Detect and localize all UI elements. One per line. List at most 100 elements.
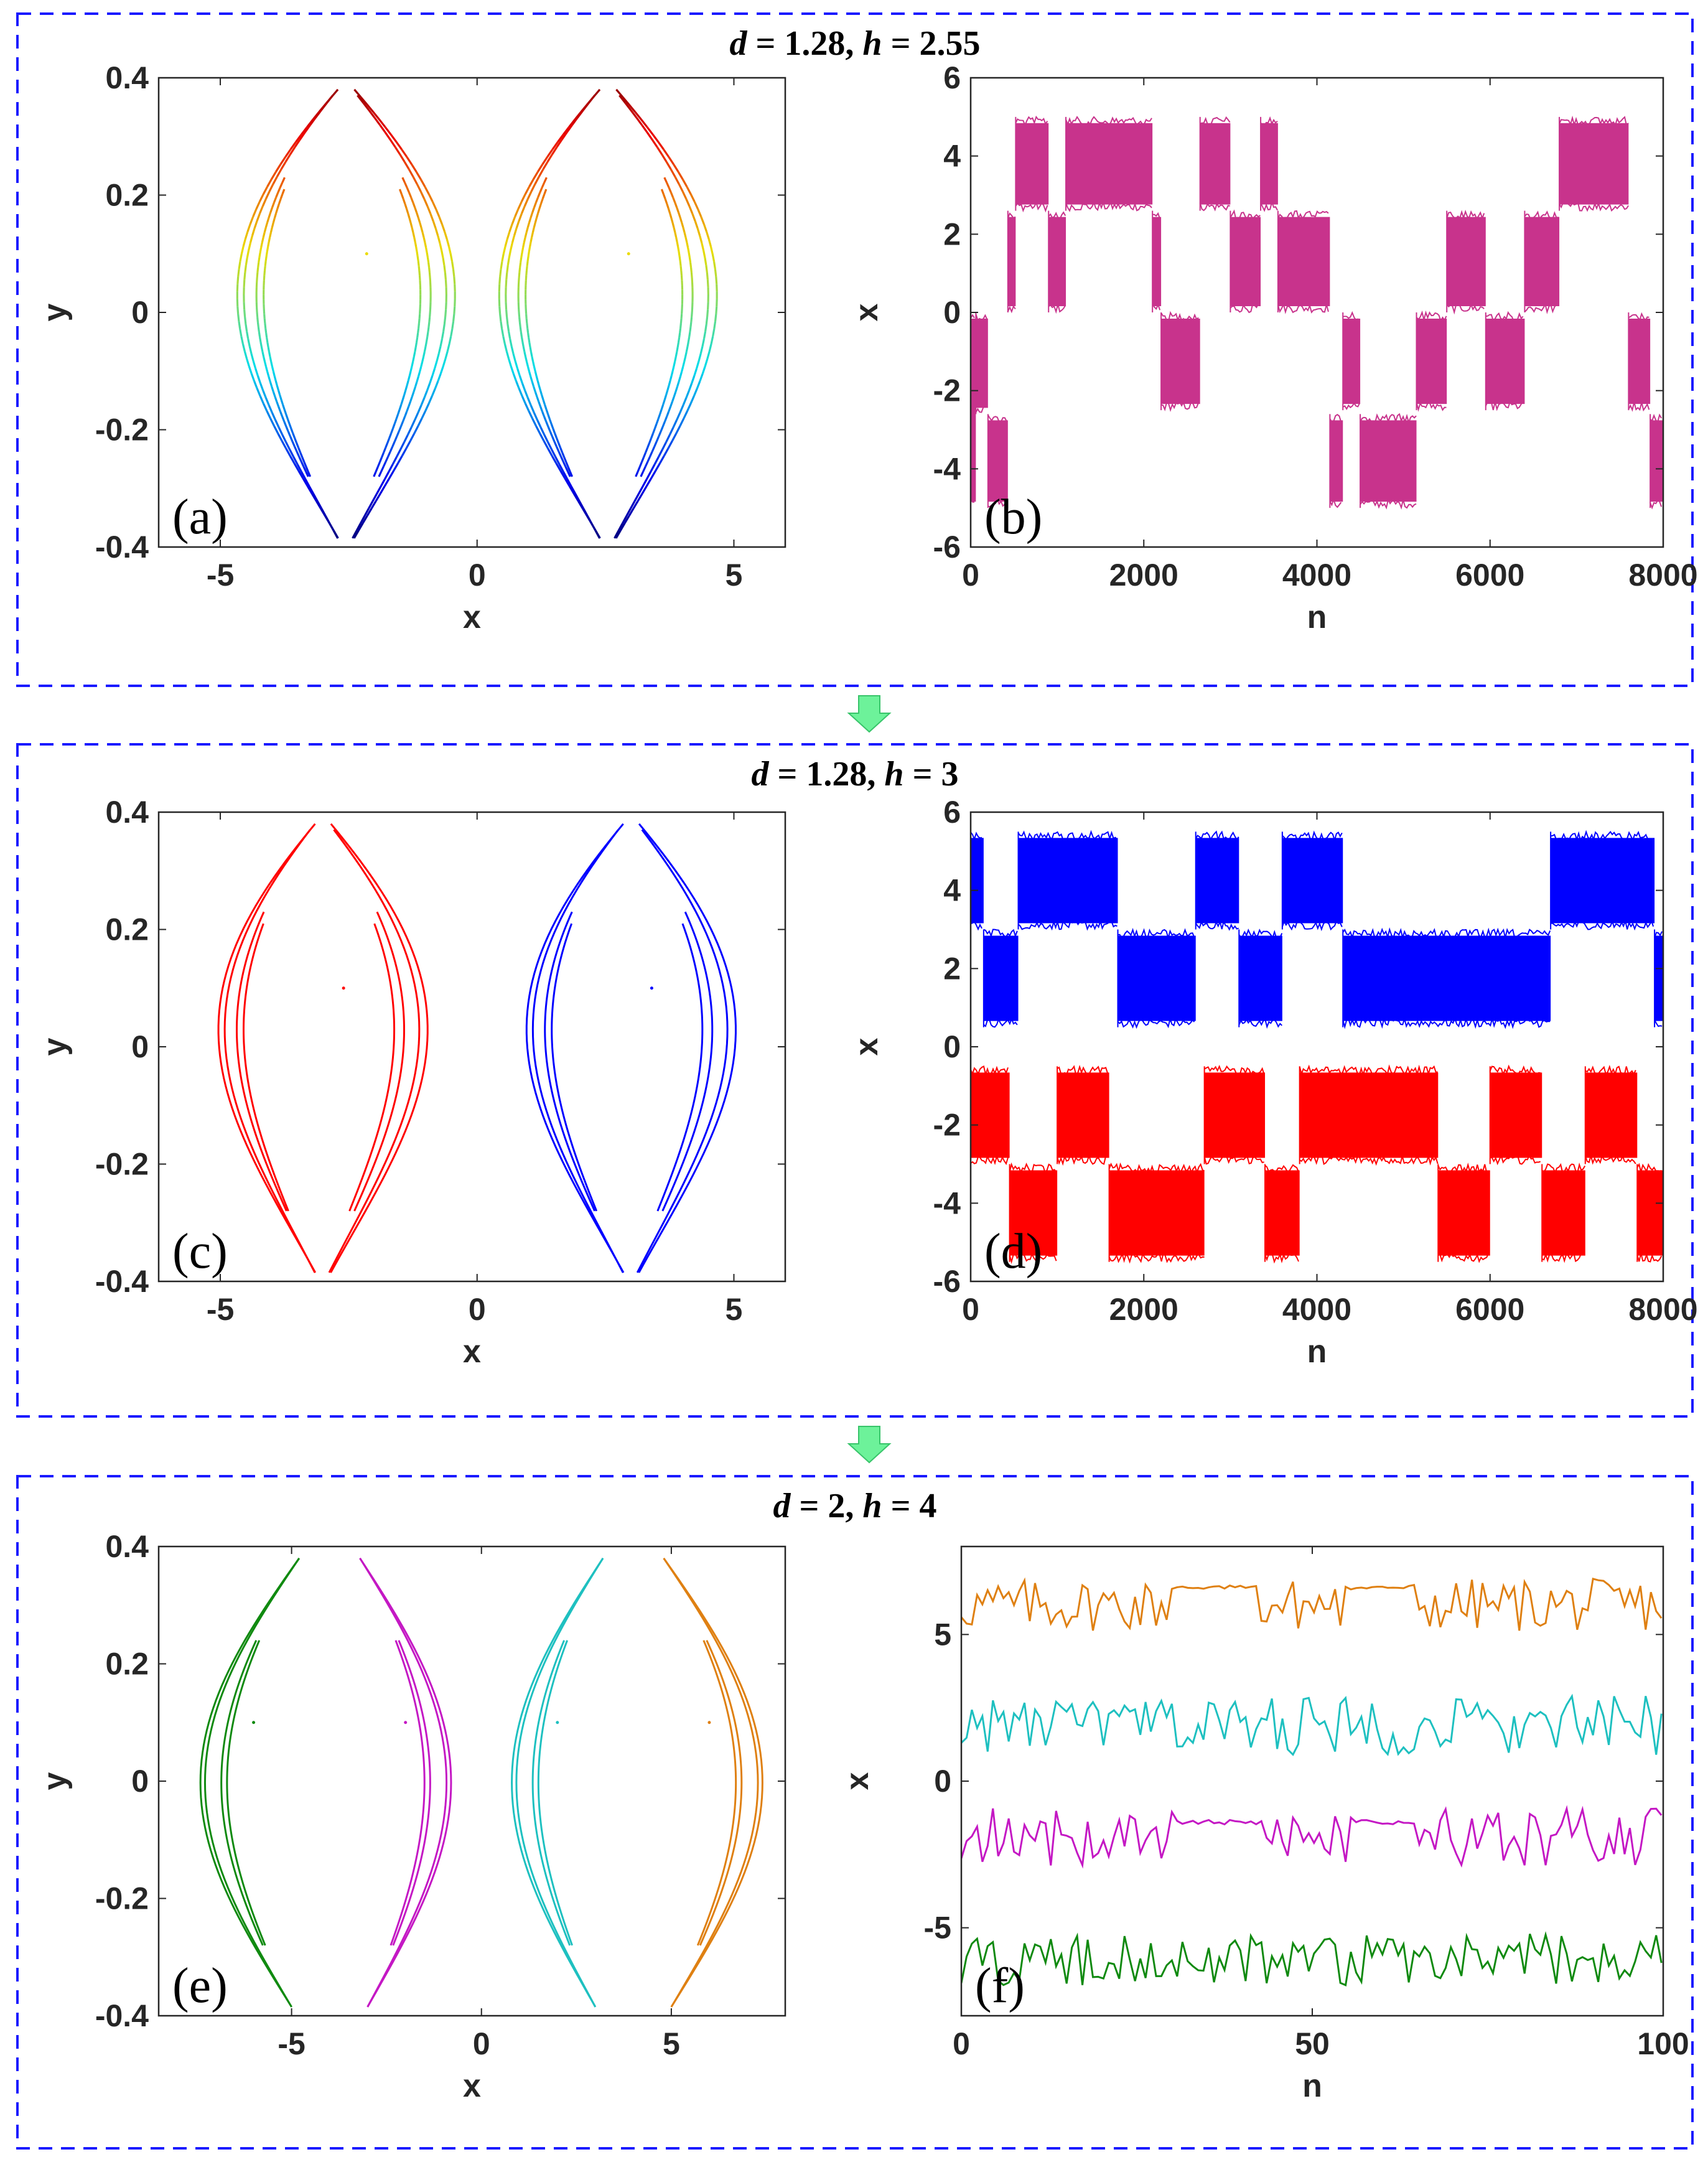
attractor-strand xyxy=(420,397,426,406)
attractor-strand xyxy=(551,146,558,156)
attractor-strand xyxy=(262,232,266,238)
attractor-strand xyxy=(525,318,528,324)
attractor-strand xyxy=(677,171,684,180)
attractor-strand xyxy=(525,823,625,1273)
attractor-strand xyxy=(297,447,302,454)
attractor-strand xyxy=(650,464,656,472)
attractor-strand xyxy=(515,220,520,229)
oscillation-band xyxy=(1161,319,1200,405)
attractor-strand xyxy=(690,272,693,278)
attractor-strand xyxy=(432,220,437,229)
y-tick-label: 6 xyxy=(943,60,961,95)
attractor-strand xyxy=(244,264,247,273)
attractor-strand xyxy=(353,88,362,98)
attractor-strand xyxy=(524,232,528,238)
attractor-strand xyxy=(559,470,566,479)
attractor-strand xyxy=(551,436,556,442)
attractor-strand xyxy=(705,231,710,240)
attractor-strand xyxy=(673,227,676,233)
attractor-strand xyxy=(574,493,581,502)
attractor-strand xyxy=(673,164,679,172)
attractor-strand xyxy=(687,337,691,342)
attractor-strand xyxy=(376,462,381,468)
x-tick-label: -5 xyxy=(207,1292,234,1327)
attractor-strand xyxy=(520,205,526,214)
band-edge xyxy=(1342,927,1551,940)
attractor-strand xyxy=(246,358,250,367)
attractor-strand xyxy=(571,116,579,126)
attractor-strand xyxy=(642,466,646,472)
attractor-strand xyxy=(508,250,512,258)
band-edge xyxy=(1343,311,1360,321)
attractor-strand xyxy=(671,366,675,372)
attractor-strand xyxy=(273,425,279,434)
attractor-strand xyxy=(699,235,703,243)
title-eq-d: = 2, xyxy=(791,1487,863,1525)
attractor-strand xyxy=(420,227,424,233)
attractor-strand xyxy=(453,306,456,314)
attractor-strand xyxy=(284,154,291,162)
attractor-strand xyxy=(502,336,506,344)
attractor-strand xyxy=(267,347,271,353)
attractor-strand xyxy=(397,409,401,415)
attractor-strand xyxy=(685,390,690,399)
attractor-strand xyxy=(532,361,535,367)
attractor-strand xyxy=(264,222,269,228)
plot-marks xyxy=(971,830,1663,1265)
attractor-strand xyxy=(537,192,541,198)
attractor-strand xyxy=(379,124,386,133)
attractor-strand xyxy=(660,426,664,433)
attractor-strand xyxy=(640,471,645,477)
attractor-strand xyxy=(257,327,260,332)
attractor-strand xyxy=(524,186,530,195)
attractor-strand xyxy=(704,358,709,367)
attractor-strand xyxy=(226,1640,266,1946)
series-line xyxy=(961,1805,1663,1869)
isolated-point xyxy=(365,252,368,256)
attractor-strand xyxy=(715,276,718,284)
attractor-strand xyxy=(284,149,292,157)
attractor-strand xyxy=(518,388,523,397)
band-edge xyxy=(1015,200,1048,213)
attractor-strand xyxy=(285,441,291,451)
attractor-strand xyxy=(637,492,643,502)
attractor-strand xyxy=(531,227,535,233)
band-edge xyxy=(1524,210,1559,221)
attractor-strand xyxy=(655,436,660,442)
attractor-strand xyxy=(677,212,681,218)
attractor-strand xyxy=(676,241,679,247)
attractor-strand xyxy=(419,179,426,187)
attractor-strand xyxy=(547,447,553,457)
attractor-strand xyxy=(199,1557,301,2008)
band-edge xyxy=(1299,1154,1439,1166)
title-eq-d: = 1.28, xyxy=(769,755,885,793)
y-tick-label: 0.4 xyxy=(105,1529,149,1564)
attractor-strand xyxy=(401,149,408,157)
y-axis-label: y xyxy=(37,1037,73,1055)
y-tick-label: 2 xyxy=(943,951,961,986)
attractor-strand xyxy=(404,385,408,391)
attractor-strand xyxy=(393,418,398,424)
attractor-strand xyxy=(530,183,536,192)
attractor-strand xyxy=(417,217,421,223)
attractor-strand xyxy=(385,442,389,449)
band-edge xyxy=(1048,304,1066,314)
band-edge xyxy=(1117,1017,1195,1029)
attractor-strand xyxy=(511,216,516,225)
oscillation-band xyxy=(971,1072,1010,1158)
attractor-strand xyxy=(240,336,244,344)
oscillation-band xyxy=(1654,935,1663,1021)
attractor-strand xyxy=(702,331,707,339)
attractor-strand xyxy=(265,251,268,257)
attractor-strand xyxy=(443,316,447,325)
band-edge xyxy=(1009,1162,1057,1174)
attractor-strand xyxy=(271,202,276,208)
oscillation-band xyxy=(1542,1170,1585,1256)
attractor-strand xyxy=(362,515,368,524)
attractor-strand xyxy=(635,471,639,477)
attractor-strand xyxy=(699,1640,743,1946)
attractor-strand xyxy=(268,377,271,383)
attractor-strand xyxy=(533,222,536,228)
attractor-strand xyxy=(413,425,419,434)
attractor-strand xyxy=(378,118,386,128)
